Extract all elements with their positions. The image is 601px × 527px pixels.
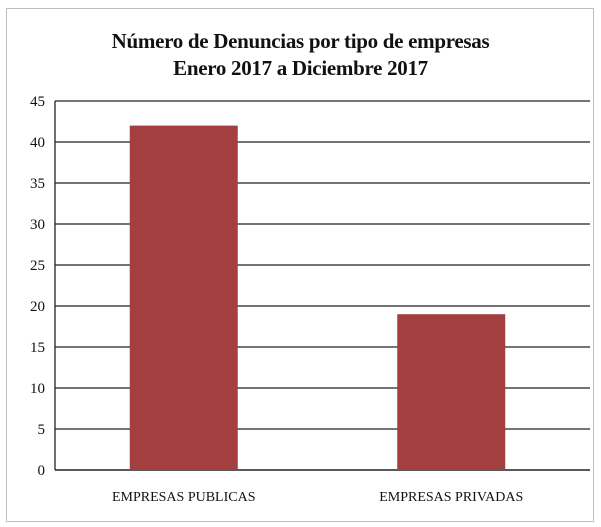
y-tick-label: 5	[38, 422, 46, 438]
y-tick-label: 20	[30, 299, 45, 315]
chart-title-line-2: Enero 2017 a Diciembre 2017	[173, 56, 428, 80]
y-tick-label: 0	[38, 463, 46, 479]
y-tick-label: 45	[30, 94, 45, 110]
y-axis-ticks: 0 5 10 15 20 25 30 35 40 45	[30, 94, 45, 479]
chart-title: Número de Denuncias por tipo de empresas…	[0, 28, 601, 82]
x-category-label: EMPRESAS PUBLICAS	[112, 490, 256, 505]
y-tick-label: 35	[30, 176, 45, 192]
y-tick-label: 15	[30, 340, 45, 356]
bars	[129, 125, 506, 470]
y-tick-label: 30	[30, 217, 45, 233]
x-axis-categories: EMPRESAS PUBLICAS EMPRESAS PRIVADAS	[112, 490, 523, 505]
x-category-label: EMPRESAS PRIVADAS	[379, 490, 523, 505]
bar-empresas-privadas	[397, 314, 506, 470]
y-tick-label: 25	[30, 258, 45, 274]
y-tick-label: 10	[30, 381, 45, 397]
bar-empresas-publicas	[129, 125, 238, 470]
chart-title-line-1: Número de Denuncias por tipo de empresas	[111, 29, 490, 53]
y-tick-label: 40	[30, 135, 45, 151]
